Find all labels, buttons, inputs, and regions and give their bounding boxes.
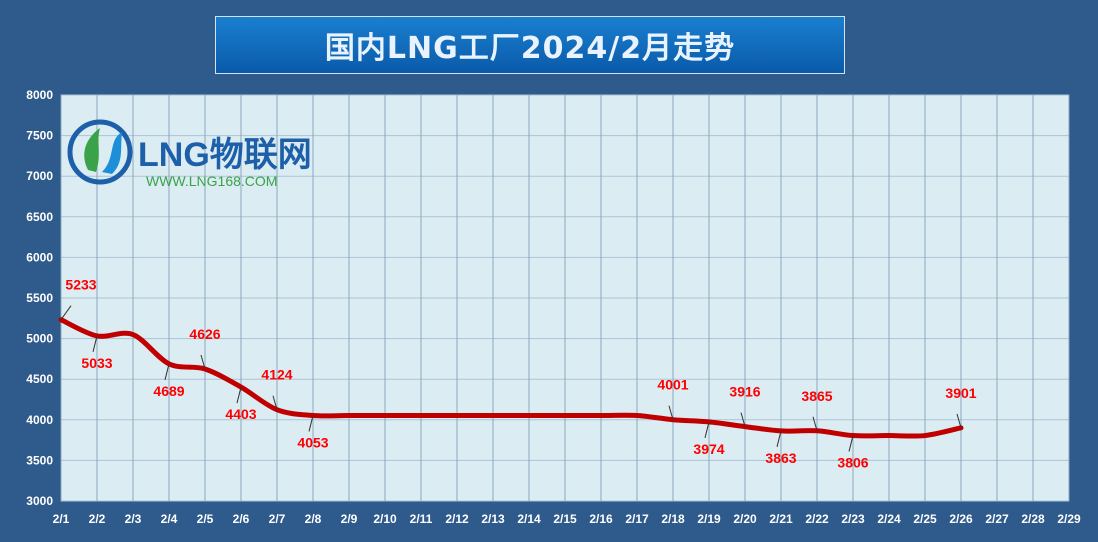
data-label-leader — [848, 435, 854, 452]
data-label-leader — [740, 412, 746, 427]
x-tick-label: 2/7 — [269, 512, 286, 526]
y-tick-label: 4000 — [26, 413, 53, 427]
lng-logo-icon — [67, 119, 133, 185]
x-tick-label: 2/19 — [697, 512, 721, 526]
data-label: 3806 — [837, 455, 868, 471]
data-label-leader — [308, 415, 314, 432]
chart-title-box: 国内LNG工厂2024/2月走势 — [215, 16, 845, 74]
y-tick-label: 3500 — [26, 453, 53, 467]
x-tick-label: 2/6 — [233, 512, 250, 526]
data-label: 3974 — [693, 441, 724, 457]
logo-url: WWW.LNG168.COM — [146, 173, 277, 189]
x-tick-label: 2/26 — [949, 512, 973, 526]
x-tick-label: 2/24 — [877, 512, 901, 526]
y-tick-label: 6000 — [26, 250, 53, 264]
x-tick-label: 2/3 — [125, 512, 142, 526]
data-label: 3901 — [945, 385, 976, 401]
y-tick-label: 4500 — [26, 372, 53, 386]
data-label: 4124 — [261, 367, 292, 383]
data-label: 3863 — [765, 450, 796, 466]
data-label: 4053 — [297, 434, 328, 450]
x-tick-label: 2/20 — [733, 512, 757, 526]
x-tick-label: 2/5 — [197, 512, 214, 526]
data-label-leader — [60, 305, 72, 320]
y-tick-label: 6500 — [26, 210, 53, 224]
logo: LNG物联网 WWW.LNG168.COM — [67, 119, 312, 189]
x-tick-label: 2/17 — [625, 512, 649, 526]
grid — [60, 94, 1070, 502]
x-tick-label: 2/4 — [161, 512, 178, 526]
y-tick-label: 3000 — [26, 494, 53, 508]
data-label: 4689 — [153, 383, 184, 399]
x-tick-label: 2/16 — [589, 512, 613, 526]
x-tick-label: 2/14 — [517, 512, 541, 526]
data-label-leader — [776, 430, 782, 448]
chart-title: 国内LNG工厂2024/2月走势 — [324, 31, 736, 66]
data-label-leader — [200, 354, 206, 370]
y-tick-label: 7500 — [26, 129, 53, 143]
data-label: 3916 — [729, 384, 760, 400]
data-label-leader — [164, 363, 170, 380]
x-tick-label: 2/29 — [1057, 512, 1081, 526]
x-tick-label: 2/25 — [913, 512, 937, 526]
x-tick-label: 2/10 — [373, 512, 397, 526]
y-tick-label: 5000 — [26, 332, 53, 346]
y-tick-label: 5500 — [26, 291, 53, 305]
data-labels: 5233 5033 4689 4626 4403 4124 4053 4001 3974 3916… — [60, 277, 977, 471]
x-tick-label: 2/9 — [341, 512, 358, 526]
x-tick-label: 2/1 — [53, 512, 70, 526]
data-label-leader — [236, 386, 242, 404]
data-label-leader — [812, 416, 818, 431]
data-label: 3865 — [801, 388, 832, 404]
x-tick-label: 2/27 — [985, 512, 1009, 526]
x-tick-label: 2/13 — [481, 512, 505, 526]
data-label: 4626 — [189, 326, 220, 342]
price-line — [58, 317, 964, 439]
data-label-leader — [704, 421, 710, 439]
x-tick-label: 2/11 — [410, 512, 433, 526]
x-tick-label: 2/12 — [445, 512, 469, 526]
logo-brand: LNG物联网 — [138, 136, 312, 174]
data-label: 4403 — [225, 406, 256, 422]
data-label: 4001 — [657, 377, 688, 393]
data-label-leader — [272, 395, 278, 410]
data-label-leader — [956, 413, 962, 428]
y-tick-label: 8000 — [26, 88, 53, 102]
data-label-leader — [92, 335, 98, 353]
y-axis-ticks: 3000 3500 4000 4500 5000 5500 6000 6500 7000 7500… — [26, 88, 53, 508]
x-tick-label: 2/8 — [305, 512, 322, 526]
x-tick-label: 2/23 — [841, 512, 865, 526]
x-tick-label: 2/22 — [805, 512, 829, 526]
x-axis-ticks: 2/1 2/2 2/3 2/4 2/5 2/6 2/7 2/8 2/9 2/10 2/11 2/12 2… — [53, 512, 1081, 526]
data-label-leader — [668, 405, 674, 420]
x-tick-label: 2/18 — [661, 512, 685, 526]
x-tick-label: 2/15 — [553, 512, 577, 526]
x-tick-label: 2/21 — [769, 512, 793, 526]
data-label: 5233 — [65, 277, 96, 293]
data-label: 5033 — [81, 355, 112, 371]
x-tick-label: 2/28 — [1021, 512, 1045, 526]
x-tick-label: 2/2 — [89, 512, 106, 526]
y-tick-label: 7000 — [26, 169, 53, 183]
